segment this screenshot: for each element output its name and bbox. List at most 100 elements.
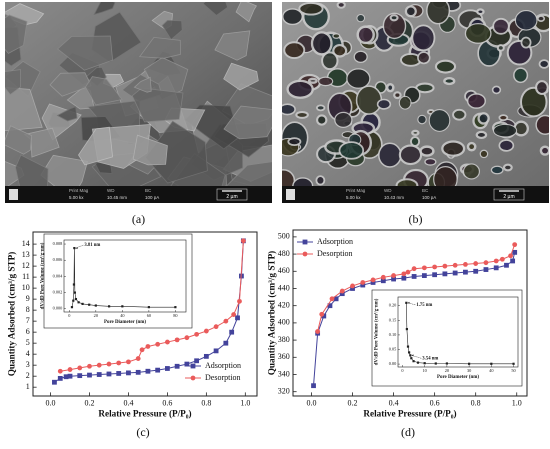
point [391, 273, 396, 278]
y-tick-label: 4 [26, 349, 30, 358]
chart: 0 10 20 30 40 50 0.00 0.05 0.10 0.15 0.20 Pore Diam… [371, 289, 523, 387]
pore [346, 68, 371, 89]
point [508, 253, 513, 259]
point [87, 372, 92, 378]
pore [356, 13, 366, 23]
point [452, 262, 458, 268]
info-bar [282, 186, 549, 203]
y-tick-label: 500 [278, 232, 290, 241]
point [116, 371, 122, 376]
info-key: WD [107, 188, 115, 193]
x-tick-label: 0.0 [306, 398, 316, 407]
point [145, 344, 151, 349]
legend-marker [302, 239, 308, 245]
sem-image: Print Mag 5.00 kx WD 10.45 mm BC 100 pA 2 µm [5, 2, 272, 203]
flake [56, 35, 114, 71]
y-tick-label: 0.004 [53, 273, 64, 278]
flake [133, 76, 152, 93]
point [74, 297, 78, 301]
chart: 0.0 0.2 0.4 0.6 0.8 1.01234567891011121314Rel… [6, 231, 258, 439]
pore [466, 141, 477, 152]
info-value: 100 pA [422, 195, 436, 200]
pore [441, 140, 466, 157]
pore [287, 137, 302, 147]
point [463, 269, 468, 275]
y-tick-label: 420 [278, 301, 290, 310]
pore [475, 130, 488, 140]
panel-label: (b) [409, 212, 423, 226]
point [116, 360, 122, 366]
point [235, 315, 240, 321]
x-axis-label: Pore Diameter (nm) [437, 375, 479, 380]
pore [476, 8, 485, 16]
y-tick-label: 460 [278, 266, 290, 275]
flake [5, 87, 43, 132]
point [174, 306, 177, 309]
pore [283, 41, 306, 60]
point [360, 282, 366, 288]
info-value: 100 pA [145, 195, 159, 200]
legend-label: Adsorption [205, 361, 241, 370]
point [77, 301, 80, 304]
x-tick-label: 0.4 [389, 398, 399, 407]
point [380, 278, 386, 284]
point [96, 372, 102, 377]
pore [376, 98, 392, 110]
point [409, 354, 412, 357]
x-axis-label: Relative Pressure (P/P₀) [98, 409, 191, 419]
point [512, 362, 515, 365]
point [194, 331, 200, 337]
series-line [60, 240, 244, 372]
flake [138, 36, 181, 59]
point [203, 353, 209, 359]
point [339, 291, 345, 297]
point [165, 339, 170, 345]
info-value: 10.43 mm [384, 195, 404, 200]
y-tick-label: 14 [22, 239, 30, 248]
pore [332, 44, 348, 58]
point [405, 269, 411, 275]
point [421, 265, 427, 271]
info-key: BC [422, 188, 429, 193]
x-tick-label: 0.6 [162, 398, 172, 407]
point [203, 328, 209, 334]
pore [398, 144, 423, 166]
x-axis-label: Pore Diameter (nm) [104, 320, 146, 325]
y-tick-label: 0.15 [389, 317, 397, 322]
x-tick-label: 1.0 [512, 398, 522, 407]
scale-label: 2 µm [226, 194, 237, 200]
point [360, 280, 366, 285]
pore [411, 129, 420, 136]
info-value: 10.45 mm [107, 195, 127, 200]
y-tick-label: 9 [26, 294, 30, 303]
point [223, 318, 229, 324]
point [416, 361, 420, 364]
annotation: 1.75 nm [416, 303, 432, 308]
x-tick-label: 1.0 [240, 398, 250, 407]
pore [491, 85, 502, 95]
point [473, 261, 479, 266]
pore [464, 22, 492, 44]
point [333, 296, 339, 302]
point [147, 306, 150, 309]
legend-label: Adsorption [317, 237, 353, 246]
y-tick-label: 0.10 [389, 332, 397, 337]
pore [536, 15, 546, 22]
point [155, 341, 161, 347]
y-tick-label: 13 [22, 250, 30, 259]
point [231, 312, 237, 317]
point [512, 249, 518, 255]
annotation-head [407, 301, 410, 304]
y-tick-label: 440 [278, 283, 290, 292]
point [57, 375, 63, 381]
point [77, 373, 83, 379]
info-icon [286, 189, 295, 200]
flake [202, 2, 229, 16]
point [106, 371, 112, 377]
scale-box [493, 188, 525, 201]
legend-marker [302, 251, 308, 257]
pore [479, 149, 489, 159]
point [473, 268, 479, 274]
